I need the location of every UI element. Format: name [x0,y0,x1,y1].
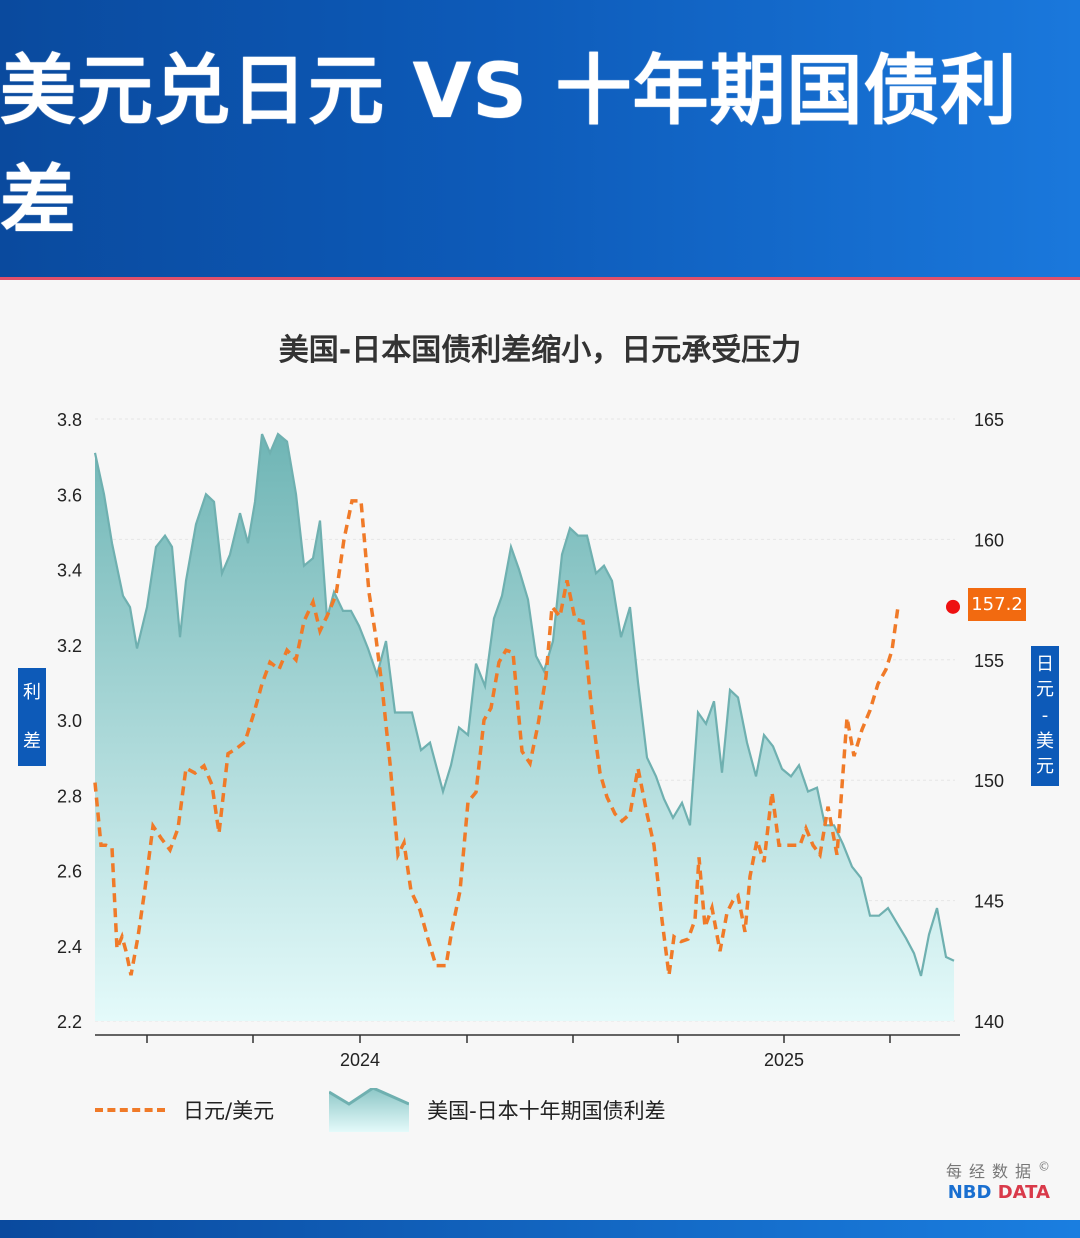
svg-text:2.4: 2.4 [57,937,82,957]
svg-text:2024: 2024 [340,1050,380,1070]
usdjpy-line [93,499,900,976]
right-axis-char: 元 [1036,679,1054,701]
left-axis-char: 利 [23,681,41,703]
legend-label: 美国-日本十年期国债利差 [427,1099,666,1123]
right-axis-char: 元 [1036,756,1054,778]
x-axis-labels: 2024 2025 [340,1050,804,1070]
svg-text:140: 140 [974,1012,1004,1032]
right-axis-ticks: 140 145 150 155 160 165 [974,410,1004,1032]
svg-text:3.0: 3.0 [57,711,82,731]
svg-text:3.8: 3.8 [57,410,82,430]
page-title: 美元兑日元 VS 十年期国债利差 [0,45,1018,245]
svg-text:155: 155 [974,651,1004,671]
legend: 日元/美元 美国-日本十年期国债利差 [95,1085,666,1135]
last-value-callout: 157.2 [968,588,1026,621]
header-banner: 美元兑日元 VS 十年期国债利差 [0,0,1080,280]
right-axis-char: - [1041,704,1049,726]
chart-subtitle: 美国-日本国债利差缩小，日元承受压力 [278,333,802,368]
right-axis-label: 日 元 - 美 元 [1031,646,1059,786]
svg-text:160: 160 [974,530,1004,550]
area-icon [329,1088,410,1132]
right-axis-char: 日 [1036,653,1054,675]
last-point-marker [946,599,960,614]
svg-text:3.2: 3.2 [57,636,82,656]
svg-text:2.2: 2.2 [57,1012,82,1032]
svg-text:3.6: 3.6 [57,485,82,505]
svg-text:145: 145 [974,892,1004,912]
left-axis-ticks: 2.2 2.4 2.6 2.8 3.0 3.2 3.4 3.6 3.8 [57,410,82,1032]
watermark-data: DATA [997,1182,1050,1203]
svg-text:3.4: 3.4 [57,561,82,581]
spread-area [95,434,954,1022]
legend-label: 日元/美元 [183,1099,275,1123]
copyright-icon: © [1038,1159,1050,1174]
watermark-cn: 每经数据© [946,1158,1050,1182]
legend-item-usdjpy[interactable]: 日元/美元 [95,1095,274,1125]
watermark: 每经数据© NBD DATA [946,1158,1050,1203]
watermark-en: NBD DATA [946,1182,1050,1203]
x-axis-ticks [146,1035,891,1043]
spread-line [93,432,955,977]
right-axis-char: 美 [1036,730,1054,752]
watermark-nbd: NBD [947,1182,992,1203]
dashed-line-icon [95,1108,165,1112]
watermark-cn-text: 每经数据 [945,1162,1038,1181]
svg-text:2025: 2025 [764,1050,804,1070]
left-axis-label: 利 差 [18,668,46,766]
svg-text:2.8: 2.8 [57,786,82,806]
svg-text:150: 150 [974,771,1004,791]
footer-bar [0,1220,1080,1238]
left-axis-char: 差 [23,730,41,752]
svg-text:2.6: 2.6 [57,862,82,882]
svg-text:165: 165 [974,410,1004,430]
legend-item-spread[interactable]: 美国-日本十年期国债利差 [329,1088,666,1132]
